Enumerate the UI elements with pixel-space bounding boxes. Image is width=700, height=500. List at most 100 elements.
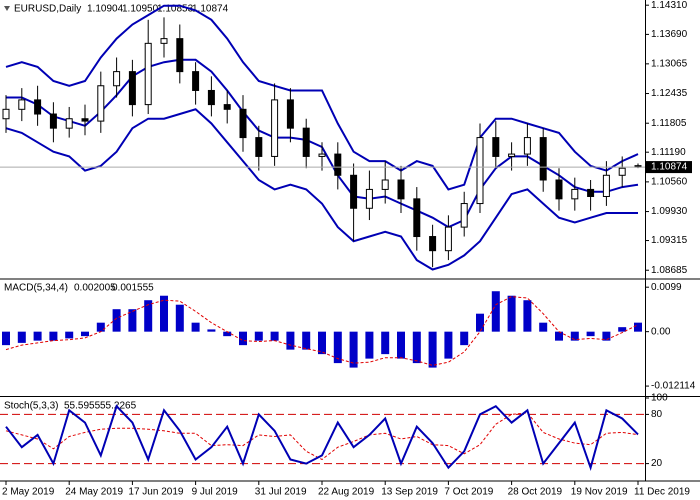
candle-body <box>365 188 373 209</box>
candle-body <box>413 198 421 238</box>
macd-bar <box>254 331 263 341</box>
macd-bar <box>412 331 421 364</box>
macd-bar <box>555 331 563 341</box>
candle-body <box>18 99 26 110</box>
stoch-value: 55.5955 <box>64 401 101 412</box>
candle-body <box>397 179 405 200</box>
candle-body <box>318 153 326 157</box>
candle-body <box>2 108 10 120</box>
stoch-signal <box>5 412 639 461</box>
macd-bar <box>96 322 105 332</box>
macd-bar <box>491 291 500 332</box>
macd-title: MACD(5,34,4) <box>4 283 68 294</box>
candle-body <box>286 99 294 129</box>
bollinger-band <box>5 4 639 191</box>
candle-body <box>97 85 105 122</box>
macd-signal <box>5 296 639 366</box>
candle-body <box>334 153 342 176</box>
candle-body <box>539 137 547 181</box>
candle-body <box>34 99 42 115</box>
macd-bar <box>191 322 200 332</box>
macd-bar <box>65 331 74 339</box>
macd-bar <box>270 331 279 341</box>
macd-value: 0.002005 <box>74 283 116 294</box>
macd-bar <box>602 331 611 341</box>
candle-body <box>223 104 231 110</box>
price-label: 1.09315 <box>651 235 688 246</box>
macd-bar <box>460 331 469 346</box>
candle-body <box>144 42 152 106</box>
candle-body <box>128 71 136 106</box>
candle-body <box>49 113 57 129</box>
candle-body <box>192 71 200 91</box>
stoch-axis-label: 100 <box>651 393 668 404</box>
last-open: 1.10904 <box>87 4 124 15</box>
macd-bar <box>2 331 10 346</box>
macd-bar <box>586 331 595 337</box>
candle-body <box>160 38 168 44</box>
x-tick-label: 7 Oct 2019 <box>444 487 493 498</box>
last-close: 1.10874 <box>192 4 229 15</box>
stoch-title: Stoch(5,3,3) <box>4 401 58 412</box>
macd-bar <box>523 300 532 332</box>
macd-bar <box>618 327 627 332</box>
candle-body <box>239 108 247 139</box>
x-tick-label: 19 Nov 2019 <box>571 487 628 498</box>
candle-body <box>65 118 73 129</box>
candle-body <box>255 137 263 157</box>
candle-body <box>381 179 389 190</box>
macd-bar <box>49 331 58 341</box>
candle-body <box>492 137 500 157</box>
macd-bar <box>507 295 516 332</box>
macd-bar <box>144 300 153 332</box>
macd-bar <box>397 331 405 359</box>
symbol-icon <box>4 6 10 11</box>
candle-body <box>460 203 468 228</box>
current-price-label: 1.10874 <box>651 162 688 173</box>
x-tick-label: 11 Dec 2019 <box>634 487 690 498</box>
candle-body <box>523 137 531 155</box>
price-label: 1.11190 <box>651 147 686 158</box>
price-label: 1.10560 <box>651 177 688 188</box>
x-tick-label: 13 Sep 2019 <box>381 487 438 498</box>
stoch-axis-label: 80 <box>651 409 663 420</box>
x-tick-label: 31 Jul 2019 <box>255 487 307 498</box>
macd-axis-label: -0.012114 <box>651 381 696 392</box>
price-label: 1.08685 <box>651 265 688 276</box>
candle-body <box>81 118 89 122</box>
stoch-axis-label: 20 <box>651 458 663 469</box>
candle-body <box>571 188 579 200</box>
x-tick-label: 24 May 2019 <box>65 487 123 498</box>
x-tick-label: 28 Oct 2019 <box>508 487 563 498</box>
x-tick-label: 2 May 2019 <box>2 487 55 498</box>
chart-title: EURUSD,Daily <box>14 4 81 15</box>
macd-bar <box>112 309 121 332</box>
candle-body <box>350 174 358 209</box>
candle-body <box>587 188 595 197</box>
macd-bar <box>365 331 374 359</box>
candle-body <box>476 137 484 205</box>
macd-bar <box>444 331 453 359</box>
candle-body <box>429 236 437 252</box>
macd-bar <box>634 322 642 332</box>
last-low: 1.10853 <box>157 4 194 15</box>
stoch-main <box>5 404 639 472</box>
x-tick-label: 17 Jun 2019 <box>128 487 183 498</box>
macd-bar <box>428 331 437 368</box>
price-label: 1.14310 <box>651 0 688 11</box>
macd-bar <box>223 331 232 337</box>
candle-body <box>508 153 516 157</box>
macd-bar <box>570 331 579 341</box>
price-label: 1.13690 <box>651 29 688 40</box>
macd-bar <box>175 304 184 332</box>
macd-bar <box>33 331 42 341</box>
macd-bar <box>128 309 137 332</box>
macd-bar <box>349 331 358 368</box>
candle-body <box>602 174 610 197</box>
candle-body <box>302 127 310 157</box>
macd-bar <box>539 322 548 332</box>
candle-body <box>207 89 215 106</box>
candle-body <box>176 38 184 73</box>
candle-body <box>618 167 626 176</box>
